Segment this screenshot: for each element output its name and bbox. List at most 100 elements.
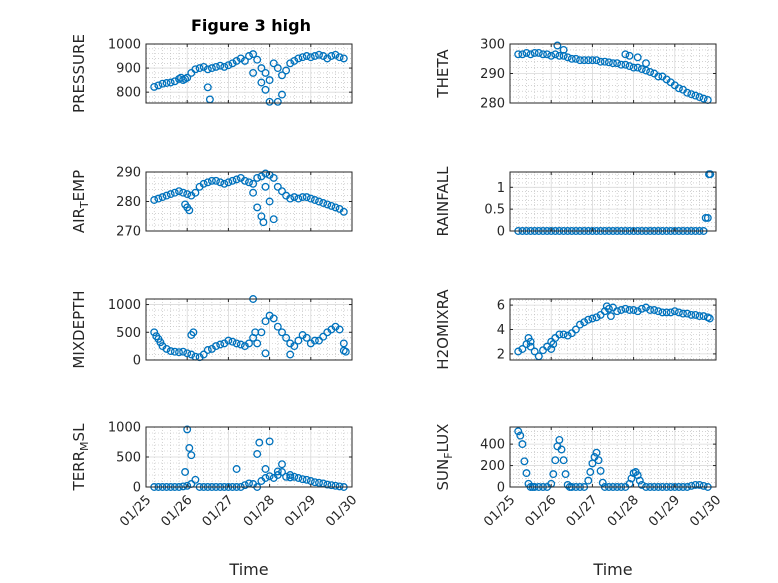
data-point [290,472,299,481]
data-point [691,310,700,319]
y-axis-label-main: THETA [434,49,452,99]
y-axis-label-main: TERR [70,451,88,492]
data-point [646,306,655,314]
data-point [286,473,295,482]
data-point [181,468,190,476]
data-point [586,468,595,476]
panel-theta: 280 290 300 THETA [434,38,717,112]
data-point [259,218,268,227]
data-point [273,97,282,106]
y-axis-label: AIRTEMP [70,170,91,233]
data-point [650,306,659,314]
x-tick-label: 01/27 [564,493,601,530]
data-point [559,51,568,60]
data-point [261,85,270,94]
data-point [286,350,295,359]
data-point [191,65,200,74]
data-point [224,336,233,345]
data-point [559,330,568,339]
data-point [232,465,241,473]
data-point [286,194,295,203]
data-point [331,50,340,59]
data-point [687,310,696,319]
data-point [637,480,646,489]
data-point [588,314,597,323]
data-point [228,176,237,185]
panel-sun_flux: 0 200 400 01/25 01/26 01/27 01/28 01/29 01/30 Tim… [434,424,724,579]
data-point [199,179,208,188]
data-point [273,64,282,73]
data-point [294,474,303,482]
data-point [576,56,584,65]
data-point [166,190,175,199]
data-point [571,325,580,334]
y-axis-label-main: H2OMIXRA [434,289,452,370]
data-point [526,50,535,59]
data-point [592,448,601,457]
data-point [269,173,278,182]
data-point [294,336,303,345]
data-point [339,54,348,63]
data-point [518,50,527,59]
data-point [150,82,159,91]
data-point [249,179,258,188]
data-point [232,56,241,65]
data-point [555,435,564,444]
data-point [224,178,233,187]
data-point [580,318,589,327]
data-point [604,58,613,67]
y-tick-label: 0 [133,481,141,496]
data-point [199,62,208,71]
data-point [290,342,299,351]
panel-h2omixra: 2 4 6 H2OMIXRA [434,289,717,370]
data-point [220,62,229,71]
data-point [335,482,344,491]
y-axis-label-main: MIXDEPTH [70,290,88,368]
plot-area [510,172,716,231]
data-point [514,427,523,436]
y-tick-label: 200 [480,459,505,474]
data-point [335,325,344,334]
data-point [703,213,712,222]
data-point [642,59,650,68]
y-axis-label-tail: EMP [70,170,88,201]
data-point [522,469,531,478]
data-point [265,197,274,206]
data-point [257,78,266,87]
data-point [646,68,655,76]
data-point [331,481,340,490]
y-axis-label: MIXDEPTH [70,290,88,368]
data-point [539,50,547,59]
data-point [551,456,560,465]
data-point [191,475,200,484]
data-point [245,52,253,60]
data-point [522,48,531,57]
data-point [319,52,328,60]
data-point [606,312,615,321]
data-point [282,66,291,75]
x-tick-label: 01/28 [605,493,642,530]
data-point [592,313,601,322]
data-point [216,178,225,187]
data-point [158,193,167,202]
data-point [613,307,622,316]
y-tick-label: 1000 [108,38,141,53]
y-tick-label: 280 [480,97,505,112]
data-point [240,176,249,185]
y-tick-label: 300 [480,38,505,53]
x-tick-label: 01/30 [687,493,724,530]
data-point [207,64,216,73]
y-axis-label-subscript: F [442,452,455,458]
data-point [261,474,270,482]
data-point [642,303,650,312]
data-point [674,308,683,317]
data-point [563,331,572,340]
y-axis-label-main: RAINFALL [434,166,452,237]
plot-area [146,299,352,360]
data-point [549,470,558,479]
data-point [596,466,605,475]
data-point [310,196,319,204]
data-point [695,312,704,321]
panel-rainfall: 0 0.5 1 RAINFALL [434,166,717,240]
data-point [600,307,609,316]
